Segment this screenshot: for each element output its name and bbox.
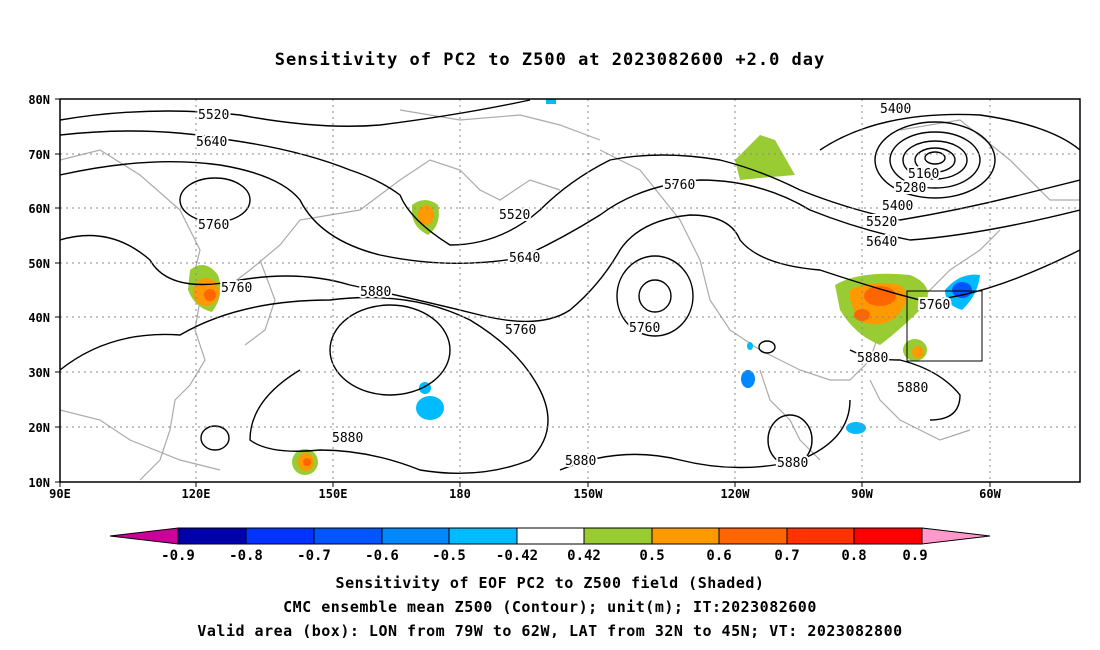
colorbar-cell bbox=[448, 527, 518, 545]
map-frame bbox=[59, 98, 1081, 483]
graticule bbox=[60, 99, 1080, 482]
contour-label: 5280 bbox=[895, 181, 926, 196]
lon-label: 150W bbox=[574, 487, 604, 501]
lat-label: 50N bbox=[28, 257, 50, 271]
footer-line-3: Valid area (box): LON from 79W to 62W, L… bbox=[197, 622, 903, 640]
contour-label: 5160 bbox=[908, 167, 939, 182]
colorbar-labels: -0.9 -0.8 -0.7 -0.6 -0.5 -0.42 0.42 0.5 … bbox=[161, 548, 928, 564]
plot-title: Sensitivity of PC2 to Z500 at 2023082600… bbox=[274, 50, 826, 70]
colorbar-min-arrow bbox=[109, 527, 179, 545]
lon-label: 120E bbox=[182, 487, 211, 501]
colorbar-max-arrow bbox=[921, 527, 991, 545]
colorbar-label: -0.6 bbox=[365, 548, 399, 564]
contour-label: 5520 bbox=[499, 208, 530, 223]
lat-labels: 80N 70N 60N 50N 40N 30N 20N 10N bbox=[28, 93, 50, 490]
colorbar-label: 0.6 bbox=[706, 548, 731, 564]
colorbar-label: 0.8 bbox=[841, 548, 866, 564]
lon-label: 180 bbox=[449, 487, 471, 501]
lat-label: 20N bbox=[28, 421, 50, 435]
colorbar-cell bbox=[718, 527, 788, 545]
colorbar-label: 0.9 bbox=[902, 548, 927, 564]
contour-label: 5520 bbox=[866, 215, 897, 230]
contour-label: 5880 bbox=[777, 456, 808, 471]
colorbar-cell bbox=[786, 527, 855, 545]
lat-label: 10N bbox=[28, 476, 50, 490]
contour-label: 5880 bbox=[857, 351, 888, 366]
colorbar-label: 0.7 bbox=[774, 548, 799, 564]
lon-label: 120W bbox=[721, 487, 751, 501]
colorbar-cell bbox=[381, 527, 450, 545]
contour-labels: 5520 5640 5760 5760 5880 5880 5520 5640 … bbox=[194, 100, 952, 473]
colorbar-cell bbox=[177, 527, 247, 545]
colorbar-label: -0.42 bbox=[496, 548, 538, 564]
contour-label: 5760 bbox=[505, 323, 536, 338]
z500-contours bbox=[60, 99, 1080, 475]
colorbar-cell bbox=[313, 527, 383, 545]
lon-label: 90W bbox=[851, 487, 873, 501]
lat-label: 30N bbox=[28, 366, 50, 380]
axis-ticks bbox=[55, 98, 991, 487]
lat-label: 60N bbox=[28, 202, 50, 216]
contour-label: 5400 bbox=[880, 102, 911, 117]
contour-label: 5640 bbox=[509, 251, 540, 266]
colorbar-cell bbox=[651, 527, 720, 545]
colorbar bbox=[109, 527, 991, 545]
contour-label: 5760 bbox=[629, 321, 660, 336]
colorbar-cell bbox=[516, 527, 585, 545]
contour-label: 5640 bbox=[866, 235, 897, 250]
colorbar-label: -0.7 bbox=[297, 548, 331, 564]
colorbar-label: 0.5 bbox=[639, 548, 664, 564]
contour-label: 5880 bbox=[332, 431, 363, 446]
lon-label: 90E bbox=[49, 487, 71, 501]
footer-line-2: CMC ensemble mean Z500 (Contour); unit(m… bbox=[283, 598, 817, 616]
lon-label: 150E bbox=[319, 487, 348, 501]
contour-label: 5760 bbox=[198, 218, 229, 233]
colorbar-label: -0.5 bbox=[432, 548, 466, 564]
colorbar-cell bbox=[245, 527, 315, 545]
contour-label: 5640 bbox=[196, 135, 227, 150]
contour-label: 5880 bbox=[897, 381, 928, 396]
valid-area-box bbox=[906, 290, 983, 362]
colorbar-label: -0.8 bbox=[229, 548, 263, 564]
lon-labels: 90E 120E 150E 180 150W 120W 90W 60W bbox=[49, 487, 1001, 501]
contour-label: 5760 bbox=[919, 298, 950, 313]
lon-label: 60W bbox=[979, 487, 1001, 501]
map-area bbox=[60, 99, 1080, 482]
colorbar-cell bbox=[583, 527, 653, 545]
colorbar-cell bbox=[853, 527, 923, 545]
footer-line-1: Sensitivity of EOF PC2 to Z500 field (Sh… bbox=[335, 574, 765, 592]
contour-label: 5760 bbox=[664, 178, 695, 193]
lat-label: 40N bbox=[28, 311, 50, 325]
lat-label: 70N bbox=[28, 148, 50, 162]
colorbar-label: -0.9 bbox=[161, 548, 195, 564]
contour-label: 5520 bbox=[198, 108, 229, 123]
contour-label: 5880 bbox=[565, 454, 596, 469]
lat-label: 80N bbox=[28, 93, 50, 107]
contour-label: 5400 bbox=[882, 199, 913, 214]
colorbar-label: 0.42 bbox=[567, 548, 601, 564]
contour-label: 5880 bbox=[360, 285, 391, 300]
contour-label: 5760 bbox=[221, 281, 252, 296]
